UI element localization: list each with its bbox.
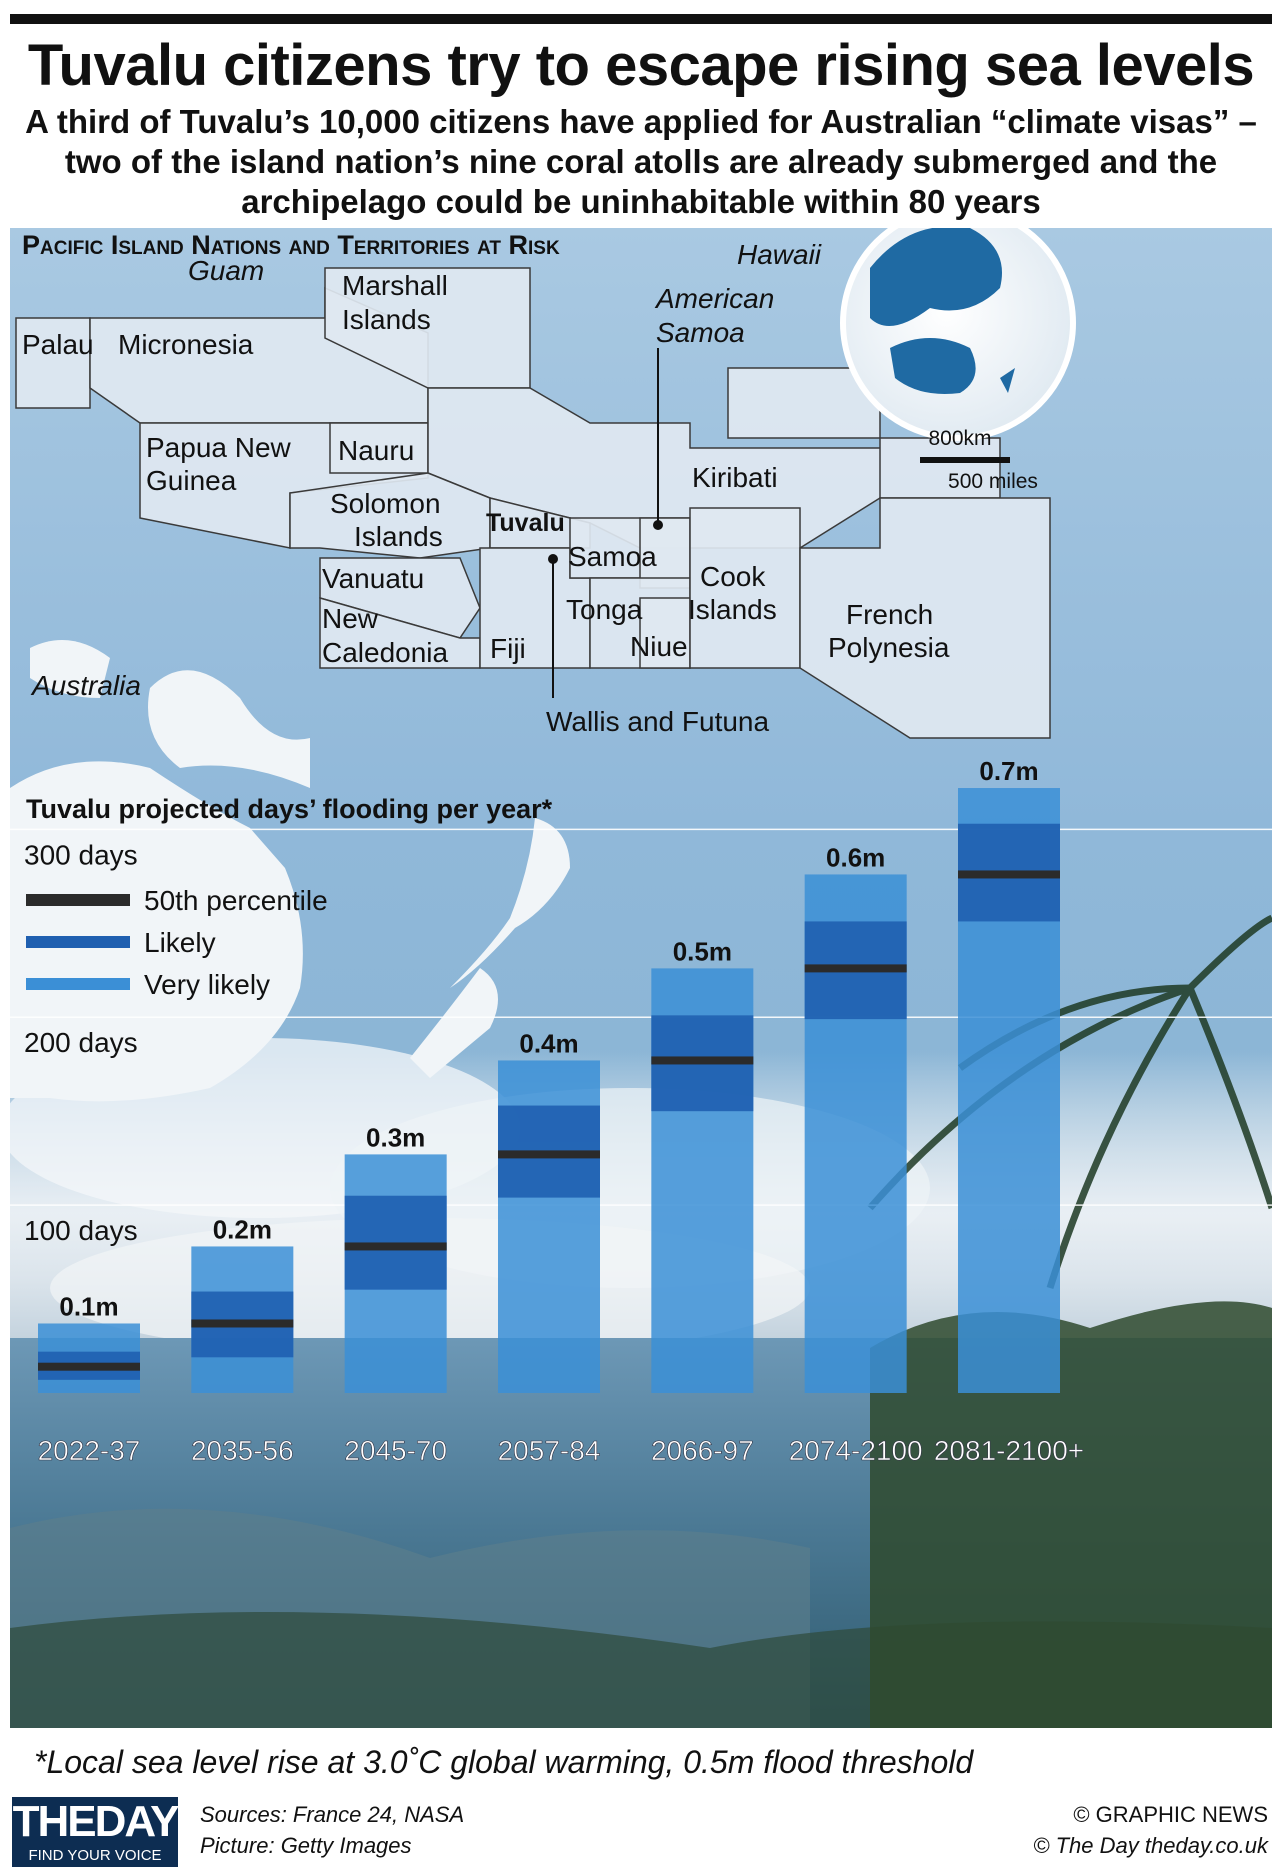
bar-value-label: 0.3m: [366, 1122, 425, 1152]
new-guinea-landmass: [148, 670, 310, 788]
map-heading: Pacific Island Nations and Territories a…: [22, 230, 560, 260]
scale-miles: 500 miles: [948, 470, 1038, 493]
x-tick-label: 2035-56: [191, 1435, 294, 1466]
label-kiribati: Kiribati: [692, 462, 778, 493]
eez-regions: [15, 267, 1051, 739]
pointer-dot-american-samoa: [653, 520, 663, 530]
x-tick-label: 2057-84: [498, 1435, 601, 1466]
sources: Sources: France 24, NASA: [200, 1802, 465, 1827]
legend-label: Likely: [144, 927, 216, 958]
logo-tagline: FIND YOUR VOICE: [28, 1847, 162, 1864]
bar-value-label: 0.2m: [213, 1214, 272, 1244]
island-vegetation: [870, 1301, 1272, 1728]
label-fiji: Fiji: [490, 633, 526, 664]
label-tuvalu: Tuvalu: [486, 509, 565, 537]
label-newcal-2: Caledonia: [322, 637, 449, 668]
footnote: *Local sea level rise at 3.0˚C global wa…: [34, 1744, 974, 1780]
globe-nz: [1000, 368, 1015, 393]
bar-value-label: 0.6m: [826, 842, 885, 872]
label-solomon-2: Islands: [354, 521, 443, 552]
bar-value-label: 0.1m: [59, 1291, 118, 1321]
label-tonga: Tonga: [566, 594, 643, 625]
scale-bar: [920, 457, 1010, 463]
the-day-logo[interactable]: THEDAY FIND YOUR VOICE: [12, 1797, 180, 1867]
infographic-svg: Pacific Island Nations and Territories a…: [10, 228, 1272, 1728]
new-zealand-north: [450, 818, 570, 988]
bar-median: [191, 1319, 294, 1328]
chart-title: Tuvalu projected days’ flooding per year…: [26, 794, 553, 824]
region-solomon: [289, 472, 491, 559]
y-tick-label: 300 days: [24, 839, 138, 870]
legend-swatch: [26, 894, 130, 906]
bar-median: [651, 1056, 754, 1065]
scale-km: 800km: [928, 427, 991, 450]
label-cook-2: Islands: [688, 594, 777, 625]
label-micronesia: Micronesia: [118, 329, 254, 360]
label-frenchpoly-1: French: [846, 599, 933, 630]
label-marshall-1: Marshall: [342, 270, 448, 301]
label-samoa: Samoa: [568, 541, 657, 572]
picture-credit: Picture: Getty Images: [200, 1833, 412, 1858]
legend-swatch: [26, 978, 130, 990]
region-palau: [15, 317, 91, 409]
label-cook-1: Cook: [700, 561, 766, 592]
indonesia-landmass: [30, 640, 110, 698]
label-marshall-2: Islands: [342, 304, 431, 335]
bar-median: [38, 1362, 140, 1371]
label-american-2: Samoa: [656, 317, 745, 348]
legend-label: 50th percentile: [144, 885, 328, 916]
x-tick-label: 2045-70: [344, 1435, 447, 1466]
label-nauru: Nauru: [338, 435, 414, 466]
pointer-dot-wallis: [548, 554, 558, 564]
globe-asia: [870, 228, 1002, 326]
bar-median: [958, 870, 1060, 879]
flooding-chart: Tuvalu projected days’ flooding per year…: [10, 756, 1272, 1466]
label-png-2: Guinea: [146, 465, 237, 496]
bar-median: [498, 1150, 600, 1159]
legend-label: Very likely: [144, 969, 270, 1000]
logo-text: THEDAY: [12, 1797, 180, 1846]
label-frenchpoly-2: Polynesia: [828, 632, 950, 663]
bar-median: [344, 1242, 447, 1251]
label-wallis: Wallis and Futuna: [546, 706, 769, 737]
label-newcal-1: New: [322, 603, 379, 634]
graphic-news-credit: © GRAPHIC NEWS: [1073, 1802, 1268, 1827]
bar-median: [804, 964, 907, 973]
label-png-1: Papua New: [146, 432, 292, 463]
legend-swatch: [26, 936, 130, 948]
label-solomon-1: Solomon: [330, 488, 441, 519]
label-vanuatu: Vanuatu: [322, 563, 424, 594]
label-niue: Niue: [630, 631, 688, 662]
globe-australia: [890, 338, 976, 394]
page-subtitle: A third of Tuvalu’s 10,000 citizens have…: [25, 103, 1257, 220]
x-tick-label: 2081-2100+: [934, 1435, 1084, 1466]
y-tick-label: 200 days: [24, 1027, 138, 1058]
australia-landmass: [10, 761, 303, 1102]
label-australia: Australia: [30, 670, 141, 701]
x-tick-label: 2074-2100: [789, 1435, 923, 1466]
label-hawaii: Hawaii: [737, 239, 822, 270]
infographic-panel: Pacific Island Nations and Territories a…: [10, 228, 1272, 1728]
new-zealand-south: [410, 968, 498, 1078]
bar-value-label: 0.4m: [519, 1028, 578, 1058]
label-guam: Guam: [188, 255, 264, 286]
region-vanuatu: [319, 557, 481, 639]
label-american-1: American: [654, 283, 774, 314]
bar-value-label: 0.7m: [979, 756, 1038, 786]
label-palau: Palau: [22, 329, 94, 360]
region-french-polynesia: [799, 497, 1051, 739]
y-tick-label: 100 days: [24, 1215, 138, 1246]
the-day-credit[interactable]: © The Day theday.co.uk: [1033, 1833, 1268, 1858]
x-tick-label: 2022-37: [38, 1435, 141, 1466]
page-title: Tuvalu citizens try to escape rising sea…: [27, 33, 1255, 98]
top-rule: [10, 14, 1272, 24]
bar-value-label: 0.5m: [673, 936, 732, 966]
x-tick-label: 2066-97: [651, 1435, 754, 1466]
